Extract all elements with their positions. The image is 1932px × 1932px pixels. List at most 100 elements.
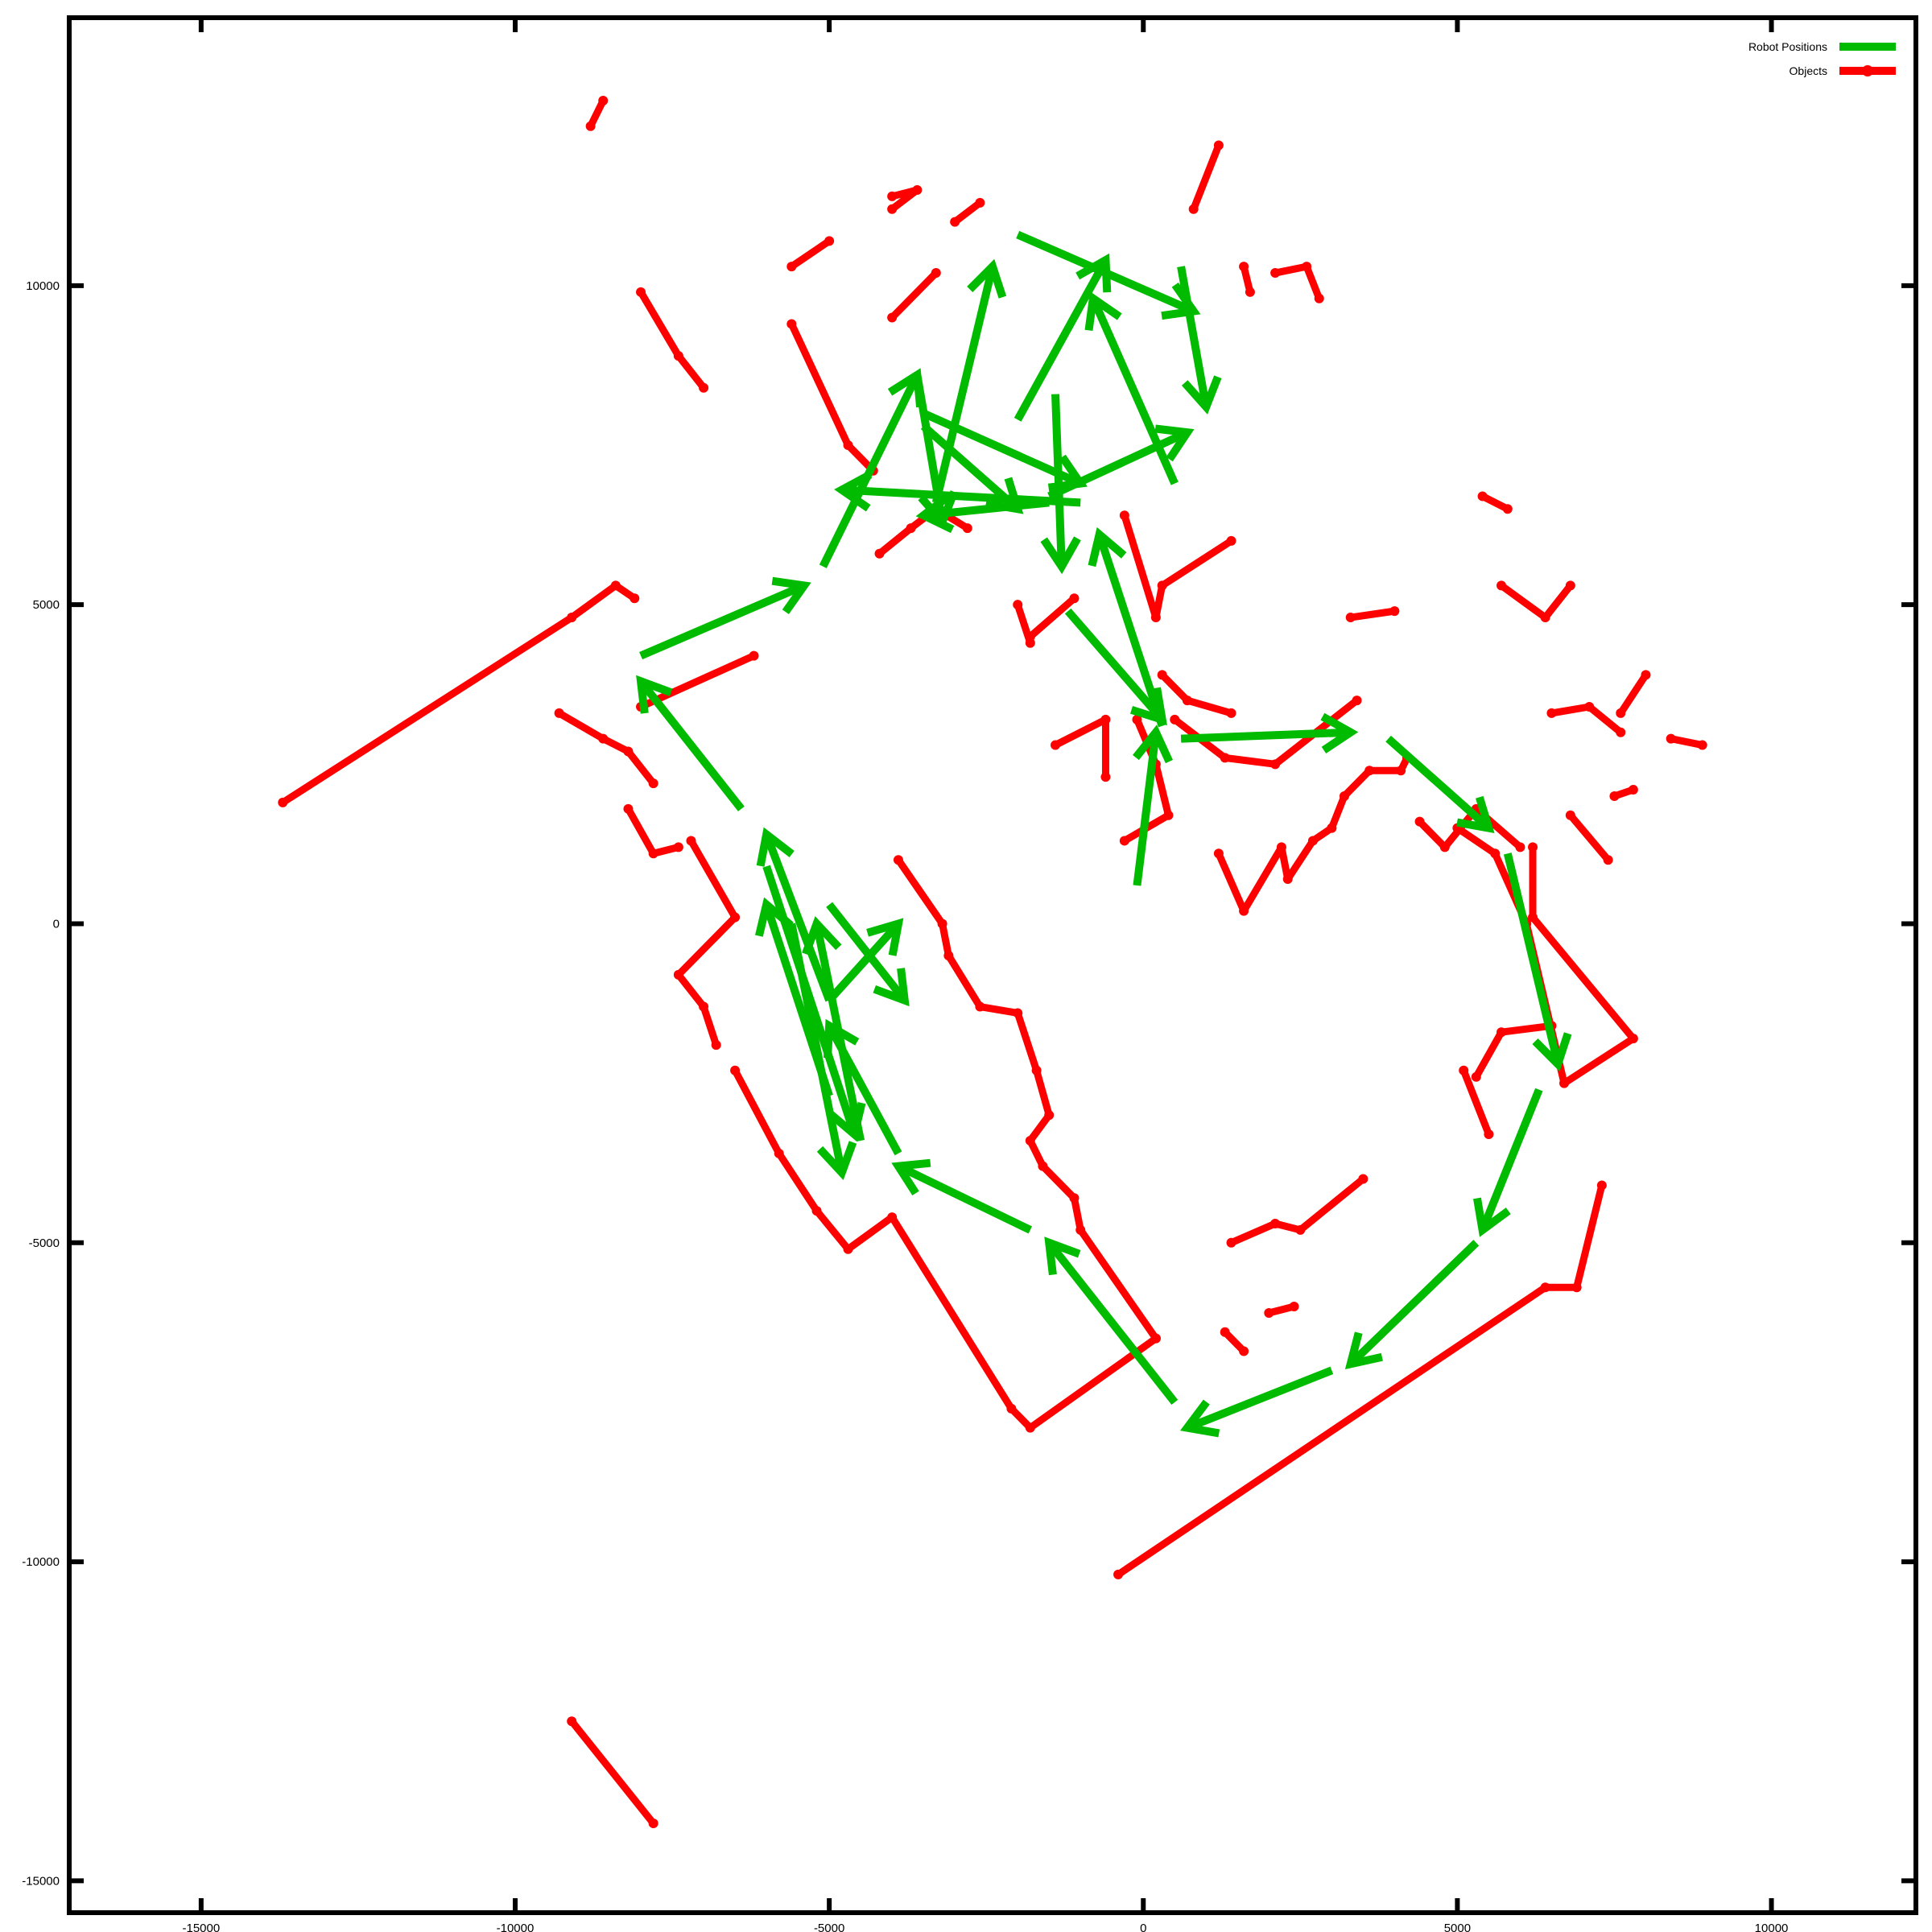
object-point <box>1609 791 1619 801</box>
object-point <box>699 1002 708 1012</box>
object-point <box>875 549 885 559</box>
object-point <box>844 440 853 450</box>
object-point <box>1151 613 1161 622</box>
object-point <box>1069 593 1079 603</box>
object-point <box>1484 1129 1493 1139</box>
object-point <box>1026 1136 1035 1146</box>
object-point <box>786 319 796 328</box>
object-point <box>1214 141 1224 151</box>
y-tick-label: -15000 <box>22 1874 60 1888</box>
object-point <box>1541 613 1550 622</box>
x-tick-label: -5000 <box>814 1922 844 1932</box>
object-point <box>1032 1066 1042 1075</box>
object-point <box>1515 842 1525 852</box>
object-point <box>1183 696 1192 705</box>
object-point <box>1158 580 1167 590</box>
object-point <box>1013 600 1022 609</box>
object-point <box>278 798 287 807</box>
x-tick-label: -10000 <box>497 1922 535 1932</box>
object-point <box>943 951 953 960</box>
object-point <box>1120 510 1129 520</box>
object-point <box>1604 855 1613 865</box>
object-point <box>1120 836 1129 845</box>
x-tick-label: 5000 <box>1444 1922 1471 1932</box>
object-point <box>1100 772 1110 782</box>
object-point <box>611 580 621 590</box>
object-point <box>1227 708 1236 718</box>
object-point <box>1170 715 1179 724</box>
object-point <box>712 1040 721 1050</box>
object-point <box>1277 842 1286 852</box>
object-point <box>812 1206 822 1216</box>
object-point <box>1698 741 1707 750</box>
y-tick-label: 5000 <box>33 598 60 612</box>
object-point <box>1546 708 1556 718</box>
object-point <box>1100 715 1110 724</box>
x-tick-label: -15000 <box>182 1922 220 1932</box>
object-point <box>649 1818 658 1828</box>
object-point <box>1290 1302 1299 1311</box>
object-point <box>699 383 708 393</box>
object-point <box>1496 580 1506 590</box>
object-point <box>1346 613 1356 622</box>
object-point <box>1239 1347 1249 1356</box>
object-point <box>1496 1027 1506 1037</box>
object-point <box>674 842 683 852</box>
object-point <box>649 778 658 788</box>
object-point <box>1151 1334 1161 1344</box>
y-tick-label: -5000 <box>29 1236 60 1250</box>
object-point <box>887 204 897 214</box>
object-point <box>1227 1238 1236 1248</box>
object-point <box>1302 262 1311 271</box>
object-point <box>1415 817 1425 827</box>
object-point <box>1340 791 1349 801</box>
object-point <box>1616 728 1625 737</box>
object-point <box>1616 708 1625 718</box>
object-point <box>1295 1225 1305 1235</box>
object-point <box>567 1716 576 1726</box>
object-point <box>931 268 941 278</box>
object-point <box>975 198 985 208</box>
object-point <box>1541 1282 1550 1292</box>
object-point <box>1113 1570 1123 1579</box>
object-point <box>1364 766 1374 775</box>
object-point <box>1528 913 1538 923</box>
object-point <box>1189 204 1199 214</box>
object-point <box>1026 632 1035 642</box>
object-point <box>1566 580 1575 590</box>
object-point <box>623 746 633 756</box>
object-point <box>1352 696 1362 705</box>
object-point <box>1239 262 1249 271</box>
object-point <box>1220 1327 1230 1337</box>
object-point <box>1026 1423 1035 1433</box>
object-point <box>674 970 683 980</box>
object-point <box>950 217 960 227</box>
object-point <box>1666 734 1676 744</box>
object-point <box>1396 766 1406 775</box>
object-point <box>649 848 658 858</box>
object-point <box>894 855 903 865</box>
object-point <box>1459 1066 1468 1075</box>
object-point <box>1440 842 1450 852</box>
object-point <box>1075 1225 1085 1235</box>
object-point <box>749 651 758 661</box>
object-point <box>1503 504 1513 514</box>
object-point <box>1270 268 1280 278</box>
object-point <box>1572 1282 1582 1292</box>
object-point <box>1478 491 1488 501</box>
object-point <box>1629 785 1638 795</box>
object-point <box>630 593 639 603</box>
object-point <box>674 351 683 361</box>
object-point <box>1220 753 1230 762</box>
object-point <box>1044 1110 1054 1120</box>
object-point <box>1069 1193 1079 1203</box>
y-tick-label: 0 <box>53 917 60 931</box>
object-point <box>1038 1162 1047 1171</box>
object-point <box>567 613 576 622</box>
y-tick-label: -10000 <box>22 1555 60 1569</box>
object-point <box>824 236 834 246</box>
object-point <box>912 185 922 195</box>
object-point <box>1158 670 1167 679</box>
